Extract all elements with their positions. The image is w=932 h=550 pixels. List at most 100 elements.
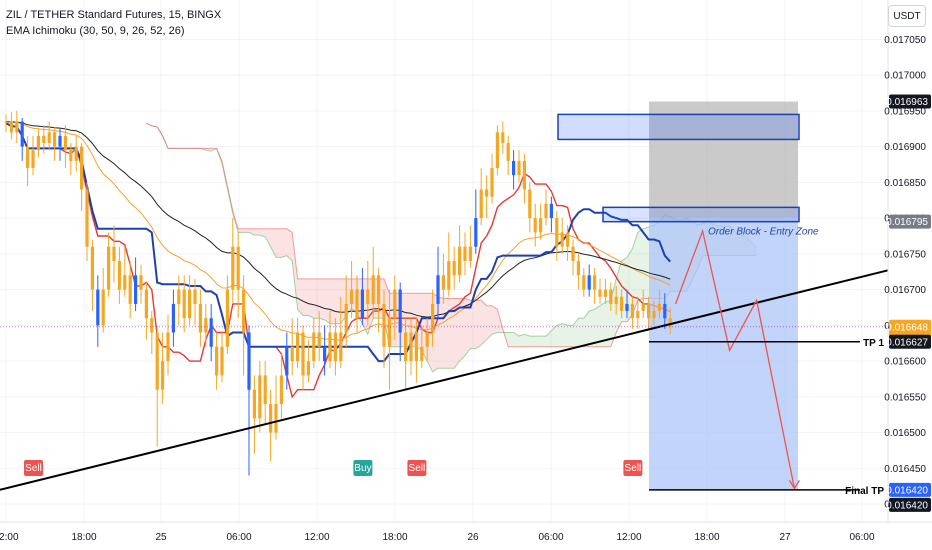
candle-body (139, 275, 142, 289)
candle-body (4, 122, 7, 123)
candle-body (85, 189, 88, 246)
candle-body (345, 304, 348, 333)
time-tick-label: 12:00 (0, 532, 19, 543)
candle-body (393, 290, 396, 319)
candle-body (188, 290, 191, 319)
time-tick-label: 12:00 (616, 532, 641, 543)
candle-body (280, 375, 283, 404)
candle-body (301, 333, 304, 376)
time-tick-label: 06:00 (849, 532, 874, 543)
candle-body (625, 304, 628, 311)
candle-body (274, 404, 277, 433)
cloud-segment (330, 279, 335, 324)
candle-body (102, 290, 105, 326)
candle-body (561, 232, 564, 246)
candle-body (31, 150, 34, 168)
candle-body (237, 247, 240, 290)
cloud-segment (303, 279, 308, 316)
cloud-segment (481, 300, 486, 345)
candle-body (48, 132, 51, 143)
candle-body (258, 375, 261, 418)
candle-body (507, 143, 510, 161)
candle-body (501, 132, 504, 143)
candle-body (199, 304, 202, 333)
cloud-segment (476, 300, 481, 348)
order-block-box (603, 207, 799, 221)
candle-body (420, 347, 423, 361)
candle-body (318, 333, 321, 347)
cloud-segment (335, 279, 340, 324)
indicator-legend[interactable]: EMA Ichimoku (30, 50, 9, 26, 52, 26) (6, 25, 185, 37)
candle-body (150, 318, 153, 332)
candle-body (604, 290, 607, 297)
candle-body (534, 218, 537, 232)
price-tick-label: 0.016450 (884, 464, 926, 475)
candle-body (64, 136, 67, 150)
price-tick-label: 0.017000 (884, 71, 926, 82)
currency-button[interactable]: USDT (888, 5, 926, 27)
price-tick-label: 0.016750 (884, 249, 926, 260)
time-axis-bg (0, 522, 932, 550)
price-tick-label: 0.016550 (884, 392, 926, 403)
sell-signal-label: Sell (625, 463, 642, 474)
candle-body (10, 122, 13, 133)
cloud-segment (530, 336, 535, 347)
time-tick-label: 26 (467, 532, 479, 543)
candle-body (598, 290, 601, 297)
buy-signal-label: Buy (354, 463, 371, 474)
target-label: TP 1 (863, 338, 884, 349)
candle-body (571, 247, 574, 261)
candle-body (652, 311, 655, 318)
candle-body (96, 290, 99, 326)
time-tick-label: 12:00 (304, 532, 329, 543)
candle-body (123, 275, 126, 289)
candle-body (26, 147, 29, 168)
time-tick-label: 25 (155, 532, 167, 543)
candle-body (620, 297, 623, 311)
cloud-segment (325, 279, 330, 324)
candle-body (177, 290, 180, 304)
candle-body (544, 204, 547, 218)
candle-body (523, 161, 526, 190)
candle-body (312, 333, 315, 362)
candle-body (193, 290, 196, 304)
candle-body (485, 189, 488, 196)
cloud-segment (238, 229, 243, 233)
candle-body (377, 275, 380, 304)
candle-body (480, 189, 483, 218)
cloud-segment (314, 279, 319, 318)
candle-body (210, 318, 213, 347)
cloud-segment (492, 306, 497, 335)
candle-body (296, 333, 299, 362)
candle-body (404, 333, 407, 362)
candle-body (647, 304, 650, 318)
cloud-segment (319, 279, 324, 320)
candle-body (415, 333, 418, 362)
time-tick-label: 18:00 (382, 532, 407, 543)
candle-body (204, 318, 207, 332)
candle-body (577, 261, 580, 275)
candle-body (361, 290, 364, 319)
order-block-label: Order Block - Entry Zone (708, 227, 819, 238)
candle-body (474, 218, 477, 247)
price-tick-label: 0.016700 (884, 285, 926, 296)
candle-body (388, 318, 391, 347)
candle-body (372, 275, 375, 304)
candle-body (172, 304, 175, 333)
time-tick-label: 06:00 (538, 532, 563, 543)
price-tick-label: 0.017050 (884, 35, 926, 46)
candle-body (91, 247, 94, 290)
candle-body (436, 275, 439, 304)
sell-signal-label: Sell (25, 463, 42, 474)
candle-body (463, 247, 466, 261)
candle-body (112, 247, 115, 261)
candle-body (582, 275, 585, 289)
candle-body (355, 290, 358, 319)
cloud-segment (308, 279, 313, 318)
candle-body (528, 189, 531, 218)
cloud-segment (595, 306, 600, 347)
candle-body (161, 361, 164, 390)
candle-body (512, 161, 515, 175)
candle-body (458, 247, 461, 276)
